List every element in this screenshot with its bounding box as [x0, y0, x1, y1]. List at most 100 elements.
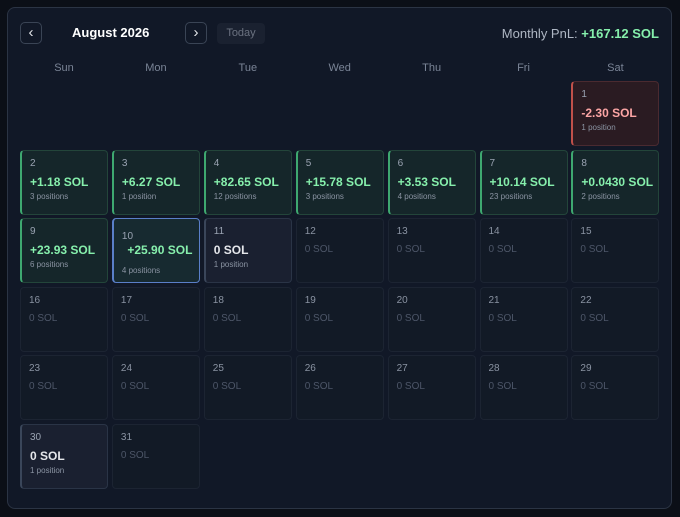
day-position-count: 3 positions [30, 191, 69, 201]
day-cell-15[interactable]: 15 0 SOL [571, 218, 660, 283]
day-pnl-value: 0 SOL [488, 244, 517, 255]
day-position-count: 1 position [213, 260, 249, 269]
day-pnl-value: 0 SOL [120, 449, 150, 461]
day-number: 15 [580, 226, 592, 237]
day-position-count: 3 positions [305, 191, 344, 201]
day-pnl-value: +0.0430 SOL [581, 174, 654, 189]
day-cell-11[interactable]: 11 0 SOL 1 position [203, 218, 292, 283]
day-number: 20 [396, 294, 408, 306]
day-position-count: 6 positions [30, 260, 69, 269]
weekday-thu: Thu [422, 62, 442, 74]
day-cell-25[interactable]: 25 0 SOL [203, 355, 292, 420]
day-cell-27[interactable]: 27 0 SOL [387, 355, 476, 420]
day-position-count: 1 position [30, 465, 65, 475]
day-cell-7[interactable]: 7 +10.14 SOL 23 positions [479, 149, 568, 215]
day-cell-21[interactable]: 21 0 SOL [479, 286, 568, 352]
day-number: 27 [396, 363, 408, 374]
day-cell-18[interactable]: 18 0 SOL [203, 286, 292, 352]
day-cell-28[interactable]: 28 0 SOL [479, 355, 568, 420]
day-number: 29 [580, 363, 592, 374]
day-number: 24 [120, 363, 133, 374]
weekday-mon: Mon [145, 62, 167, 74]
day-pnl-value: 0 SOL [212, 381, 242, 392]
day-pnl-value: +3.53 SOL [397, 174, 456, 189]
today-button[interactable]: Today [217, 23, 265, 44]
day-cell-14[interactable]: 14 0 SOL [479, 218, 568, 283]
day-cell-24[interactable]: 24 0 SOL [111, 355, 200, 420]
day-number: 4 [213, 157, 220, 169]
day-cell-3[interactable]: 3 +6.27 SOL 1 position [111, 149, 200, 215]
day-cell-19[interactable]: 19 0 SOL [295, 286, 384, 352]
day-cell-22[interactable]: 22 0 SOL [571, 286, 660, 352]
day-number: 18 [212, 294, 224, 306]
chevron-left-icon: ‹ [28, 24, 34, 41]
day-cell-13[interactable]: 13 0 SOL [387, 218, 476, 283]
day-cell-31[interactable]: 31 0 SOL [111, 423, 200, 489]
day-cell-10[interactable]: 10 +25.90 SOL 4 positions [111, 218, 200, 283]
day-pnl-value: +25.90 SOL [127, 243, 193, 257]
next-month-button[interactable]: › [185, 22, 207, 44]
day-pnl-value: +82.65 SOL [213, 174, 279, 189]
day-number: 26 [304, 363, 316, 374]
day-number: 22 [580, 294, 592, 306]
day-number: 3 [121, 157, 128, 169]
prev-month-button[interactable]: ‹ [20, 22, 42, 44]
day-cell-20[interactable]: 20 0 SOL [387, 286, 476, 352]
day-cell-26[interactable]: 26 0 SOL [295, 355, 384, 420]
monthly-pnl-label: Monthly PnL: [501, 26, 578, 41]
day-pnl-value: 0 SOL [29, 312, 58, 324]
day-cell-1[interactable]: 1 -2.30 SOL 1 position [571, 81, 660, 146]
day-position-count: 4 positions [397, 191, 436, 201]
day-number: 12 [304, 226, 316, 237]
day-cell-23[interactable]: 23 0 SOL [20, 355, 108, 420]
day-pnl-value: 0 SOL [120, 381, 150, 392]
day-number: 23 [29, 363, 41, 374]
day-cell-8[interactable]: 8 +0.0430 SOL 2 positions [571, 149, 660, 215]
day-pnl-value: 0 SOL [396, 381, 425, 392]
day-pnl-value: 0 SOL [580, 381, 609, 392]
day-pnl-value: 0 SOL [304, 381, 334, 392]
day-cell-2[interactable]: 2 +1.18 SOL 3 positions [20, 149, 108, 215]
day-number: 7 [489, 157, 496, 169]
day-number: 30 [30, 431, 42, 443]
day-cell-12[interactable]: 12 0 SOL [295, 218, 384, 283]
day-cell-6[interactable]: 6 +3.53 SOL 4 positions [387, 149, 476, 215]
day-position-count: 4 positions [121, 266, 161, 275]
day-position-count: 1 position [121, 191, 157, 201]
chevron-right-icon: › [193, 24, 199, 41]
day-number: 5 [305, 157, 312, 169]
day-number: 16 [29, 294, 41, 306]
day-pnl-value: 0 SOL [29, 381, 58, 392]
day-cell-17[interactable]: 17 0 SOL [111, 286, 200, 352]
day-pnl-value: +10.14 SOL [489, 174, 555, 189]
day-number: 21 [488, 294, 500, 306]
day-pnl-value: 0 SOL [304, 244, 334, 255]
weekday-fri: Fri [517, 62, 530, 74]
day-position-count: 23 positions [489, 191, 533, 201]
day-position-count: 1 position [581, 123, 616, 132]
day-pnl-value: 0 SOL [488, 381, 517, 392]
day-number: 2 [30, 157, 36, 169]
day-pnl-value: 0 SOL [580, 244, 609, 255]
day-pnl-value: +1.18 SOL [30, 174, 89, 189]
day-cell-5[interactable]: 5 +15.78 SOL 3 positions [295, 149, 384, 215]
day-position-count: 2 positions [581, 191, 620, 201]
day-number: 19 [304, 294, 316, 306]
day-cell-4[interactable]: 4 +82.65 SOL 12 positions [203, 149, 292, 215]
day-cell-29[interactable]: 29 0 SOL [571, 355, 660, 420]
day-pnl-value: +23.93 SOL [30, 243, 96, 257]
day-cell-9[interactable]: 9 +23.93 SOL 6 positions [20, 218, 108, 283]
day-number: 31 [120, 431, 133, 443]
day-pnl-value: 0 SOL [580, 312, 609, 324]
day-number: 6 [397, 157, 404, 169]
day-number: 8 [581, 157, 587, 169]
day-pnl-value: 0 SOL [488, 312, 517, 324]
weekday-wed: Wed [328, 62, 351, 74]
day-cell-30[interactable]: 30 0 SOL 1 position [20, 423, 108, 489]
calendar-header: ‹ August 2026 › Today Monthly PnL: +167.… [20, 22, 659, 46]
day-position-count: 12 positions [213, 191, 257, 201]
day-number: 14 [488, 226, 500, 237]
day-number: 1 [581, 89, 587, 100]
monthly-pnl-value: +167.12 SOL [581, 26, 659, 41]
day-cell-16[interactable]: 16 0 SOL [20, 286, 108, 352]
